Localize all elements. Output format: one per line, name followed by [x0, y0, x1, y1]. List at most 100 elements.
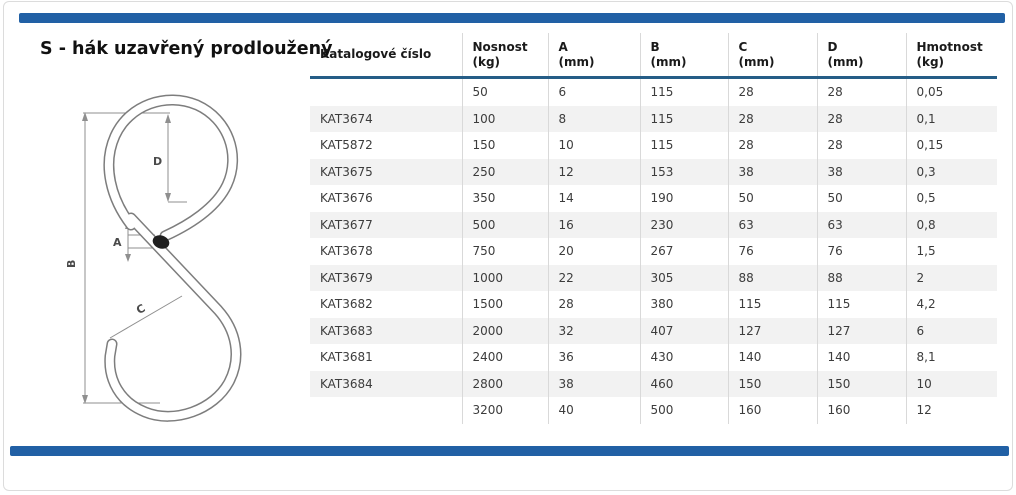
table-cell: 20: [547, 238, 640, 265]
table-cell: KAT3683: [320, 323, 373, 338]
table-row: KAT3681 2400 36 430 140 140 8,1: [310, 344, 997, 371]
table-cell: 2000: [461, 317, 548, 344]
column-header-6: Hmotnost (kg): [905, 33, 997, 79]
table-row: KAT3674 100 8 115 28 28 0,1: [310, 105, 997, 132]
bottom-accent-bar: [10, 446, 1009, 456]
table-cell: 63: [816, 211, 906, 238]
table-cell: KAT3678: [320, 244, 373, 259]
table-cell: 32: [547, 317, 640, 344]
table-cell: 100: [461, 105, 548, 132]
table-cell: 115: [639, 132, 728, 159]
table-cell: 267: [639, 238, 728, 265]
table-cell: KAT3681: [320, 350, 373, 365]
table-cell: 140: [816, 344, 906, 371]
table-cell: KAT3682: [320, 297, 373, 312]
table-cell: 127: [816, 317, 906, 344]
table-cell: KAT3676: [320, 191, 373, 206]
table-cell: 10: [905, 370, 997, 397]
table-row: KAT3682 1500 28 380 115 115 4,2: [310, 291, 997, 318]
table-cell: [310, 397, 462, 424]
table-cell: 0,3: [905, 158, 997, 185]
table-cell: 0,1: [905, 105, 997, 132]
table-cell: 76: [816, 238, 906, 265]
table-cell: 140: [727, 344, 817, 371]
table-row: KAT3684 2800 38 460 150 150 10: [310, 370, 997, 397]
table-cell: 50: [461, 77, 548, 106]
table-cell: 28: [547, 291, 640, 318]
s-hook-wire: [103, 94, 242, 422]
table-cell: 500: [639, 397, 728, 424]
column-header-5: D (mm): [816, 33, 906, 79]
table-cell: 153: [639, 158, 728, 185]
table-cell: 1500: [461, 291, 548, 318]
table-cell: 190: [639, 185, 728, 212]
table-cell: 0,15: [905, 132, 997, 159]
table-row: KAT3679 1000 22 305 88 88 2: [310, 264, 997, 291]
table-row: 50 6 115 28 28 0,05: [310, 77, 997, 106]
table-cell: 28: [727, 77, 817, 106]
table-cell: 8,1: [905, 344, 997, 371]
table-row: KAT5872 150 10 115 28 28 0,15: [310, 132, 997, 159]
table-cell: 305: [639, 264, 728, 291]
column-header-3: B (mm): [639, 33, 728, 79]
table-cell: [310, 78, 462, 106]
table-cell: 115: [727, 291, 817, 318]
table-cell: 50: [816, 185, 906, 212]
spec-table-head: Katalogové číslo Nosnost (kg) A (mm) B (mm) C (m…: [310, 33, 997, 79]
table-cell: 28: [727, 132, 817, 159]
table-cell: 6: [905, 317, 997, 344]
table-cell: 50: [727, 185, 817, 212]
table-cell: 380: [639, 291, 728, 318]
table-cell: KAT5872: [320, 138, 373, 153]
table-cell: KAT3675: [320, 164, 373, 179]
table-cell: 1,5: [905, 238, 997, 265]
s-hook-diagram: B D A C: [65, 94, 242, 422]
table-cell: 6: [547, 77, 640, 106]
table-cell: 0,05: [905, 77, 997, 106]
table-cell: 63: [727, 211, 817, 238]
table-cell: 28: [816, 105, 906, 132]
dim-label-d: D: [153, 155, 162, 168]
table-cell: 12: [905, 397, 997, 424]
column-header-1: Nosnost (kg): [461, 33, 548, 79]
table-cell: 28: [816, 132, 906, 159]
table-cell: 3200: [461, 397, 548, 424]
table-cell: 230: [639, 211, 728, 238]
table-cell: 38: [547, 370, 640, 397]
header-row: Katalogové číslo Nosnost (kg) A (mm) B (mm) C (m…: [310, 33, 997, 79]
table-cell: 115: [816, 291, 906, 318]
dimension-lines: [83, 112, 187, 404]
table-cell: 407: [639, 317, 728, 344]
table-cell: 127: [727, 317, 817, 344]
table-cell: KAT3679: [320, 270, 373, 285]
table-cell: 28: [816, 77, 906, 106]
table-cell: 250: [461, 158, 548, 185]
table-cell: 4,2: [905, 291, 997, 318]
table-cell: 430: [639, 344, 728, 371]
table-row: KAT3675 250 12 153 38 38 0,3: [310, 158, 997, 185]
table-cell: 8: [547, 105, 640, 132]
table-cell: 1000: [461, 264, 548, 291]
dim-label-c: C: [134, 302, 147, 317]
column-header-4: C (mm): [727, 33, 817, 79]
table-cell: 28: [727, 105, 817, 132]
table-cell: 22: [547, 264, 640, 291]
table-cell: 750: [461, 238, 548, 265]
spec-table: Katalogové číslo Nosnost (kg) A (mm) B (mm) C (m…: [310, 33, 997, 424]
table-cell: 0,5: [905, 185, 997, 212]
table-cell: KAT3677: [320, 217, 373, 232]
table-cell: 150: [727, 370, 817, 397]
table-cell: 115: [639, 77, 728, 106]
table-cell: KAT3684: [320, 376, 373, 391]
table-cell: 40: [547, 397, 640, 424]
table-cell: 12: [547, 158, 640, 185]
page-title: S - hák uzavřený prodloužený: [40, 39, 333, 59]
column-header-0: Katalogové číslo: [310, 33, 462, 79]
table-cell: 88: [816, 264, 906, 291]
table-cell: 150: [816, 370, 906, 397]
table-row: 3200 40 500 160 160 12: [310, 397, 997, 424]
table-cell: 500: [461, 211, 548, 238]
table-cell: 88: [727, 264, 817, 291]
table-row: KAT3676 350 14 190 50 50 0,5: [310, 185, 997, 212]
dim-label-b: B: [65, 260, 78, 268]
